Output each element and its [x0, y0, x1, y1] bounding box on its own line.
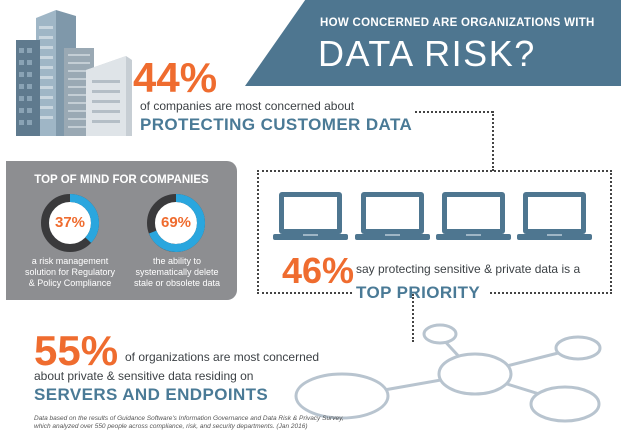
ring-desc-line: a risk management	[31, 256, 109, 266]
ring-desc-line: & Policy Compliance	[28, 278, 112, 288]
connector-line	[412, 294, 414, 342]
connector-line	[492, 111, 494, 171]
stat-priority-highlight: TOP PRIORITY	[356, 283, 481, 302]
header-title: DATA RISK?	[318, 33, 536, 74]
laptop-icon	[355, 192, 430, 240]
laptop-icon	[517, 192, 592, 240]
laptop-icon	[436, 192, 511, 240]
progress-ring-37	[41, 194, 99, 252]
header-subtitle: HOW CONCERNED ARE ORGANIZATIONS WITH	[320, 17, 595, 29]
stat-priority-text: say protecting sensitive & private data …	[356, 262, 581, 276]
stat-customer-highlight: PROTECTING CUSTOMER DATA	[140, 115, 413, 134]
stat-customer-text: of companies are most concerned about	[140, 99, 355, 113]
progress-ring-69	[147, 194, 205, 252]
ring-percent: 69%	[160, 214, 192, 231]
connector-line	[415, 111, 493, 113]
header-banner	[245, 0, 621, 86]
top-of-mind-title: TOP OF MIND FOR COMPANIES	[34, 174, 209, 186]
ring-desc-line: solution for Regulatory	[24, 267, 116, 277]
network-diagram-icon	[294, 323, 602, 423]
footnote-line: Data based on the results of Guidance So…	[34, 415, 344, 422]
stat-servers-text: of organizations are most concerned	[125, 350, 320, 364]
ring-desc-line: the ability to	[152, 256, 202, 266]
stat-customer-percent: 44%	[133, 54, 218, 101]
ring-description: the ability to systematically delete sta…	[124, 256, 230, 289]
stat-servers-highlight: SERVERS AND ENDPOINTS	[34, 385, 269, 404]
footnote-line: which analyzed over 550 people across co…	[34, 423, 308, 430]
stat-servers-text: about private & sensitive data residing …	[34, 369, 254, 383]
laptop-icon	[273, 192, 348, 240]
ring-desc-line: stale or obsolete data	[133, 278, 221, 288]
footnote: Data based on the results of Guidance So…	[34, 415, 394, 431]
ring-percent: 37%	[54, 214, 86, 231]
ring-desc-line: systematically delete	[135, 267, 219, 277]
buildings-icon	[16, 10, 132, 136]
ring-description: a risk management solution for Regulator…	[18, 256, 122, 289]
highlight-backdrop	[352, 280, 490, 304]
stat-priority-percent: 46%	[282, 250, 355, 291]
stat-servers-percent: 55%	[34, 327, 119, 374]
